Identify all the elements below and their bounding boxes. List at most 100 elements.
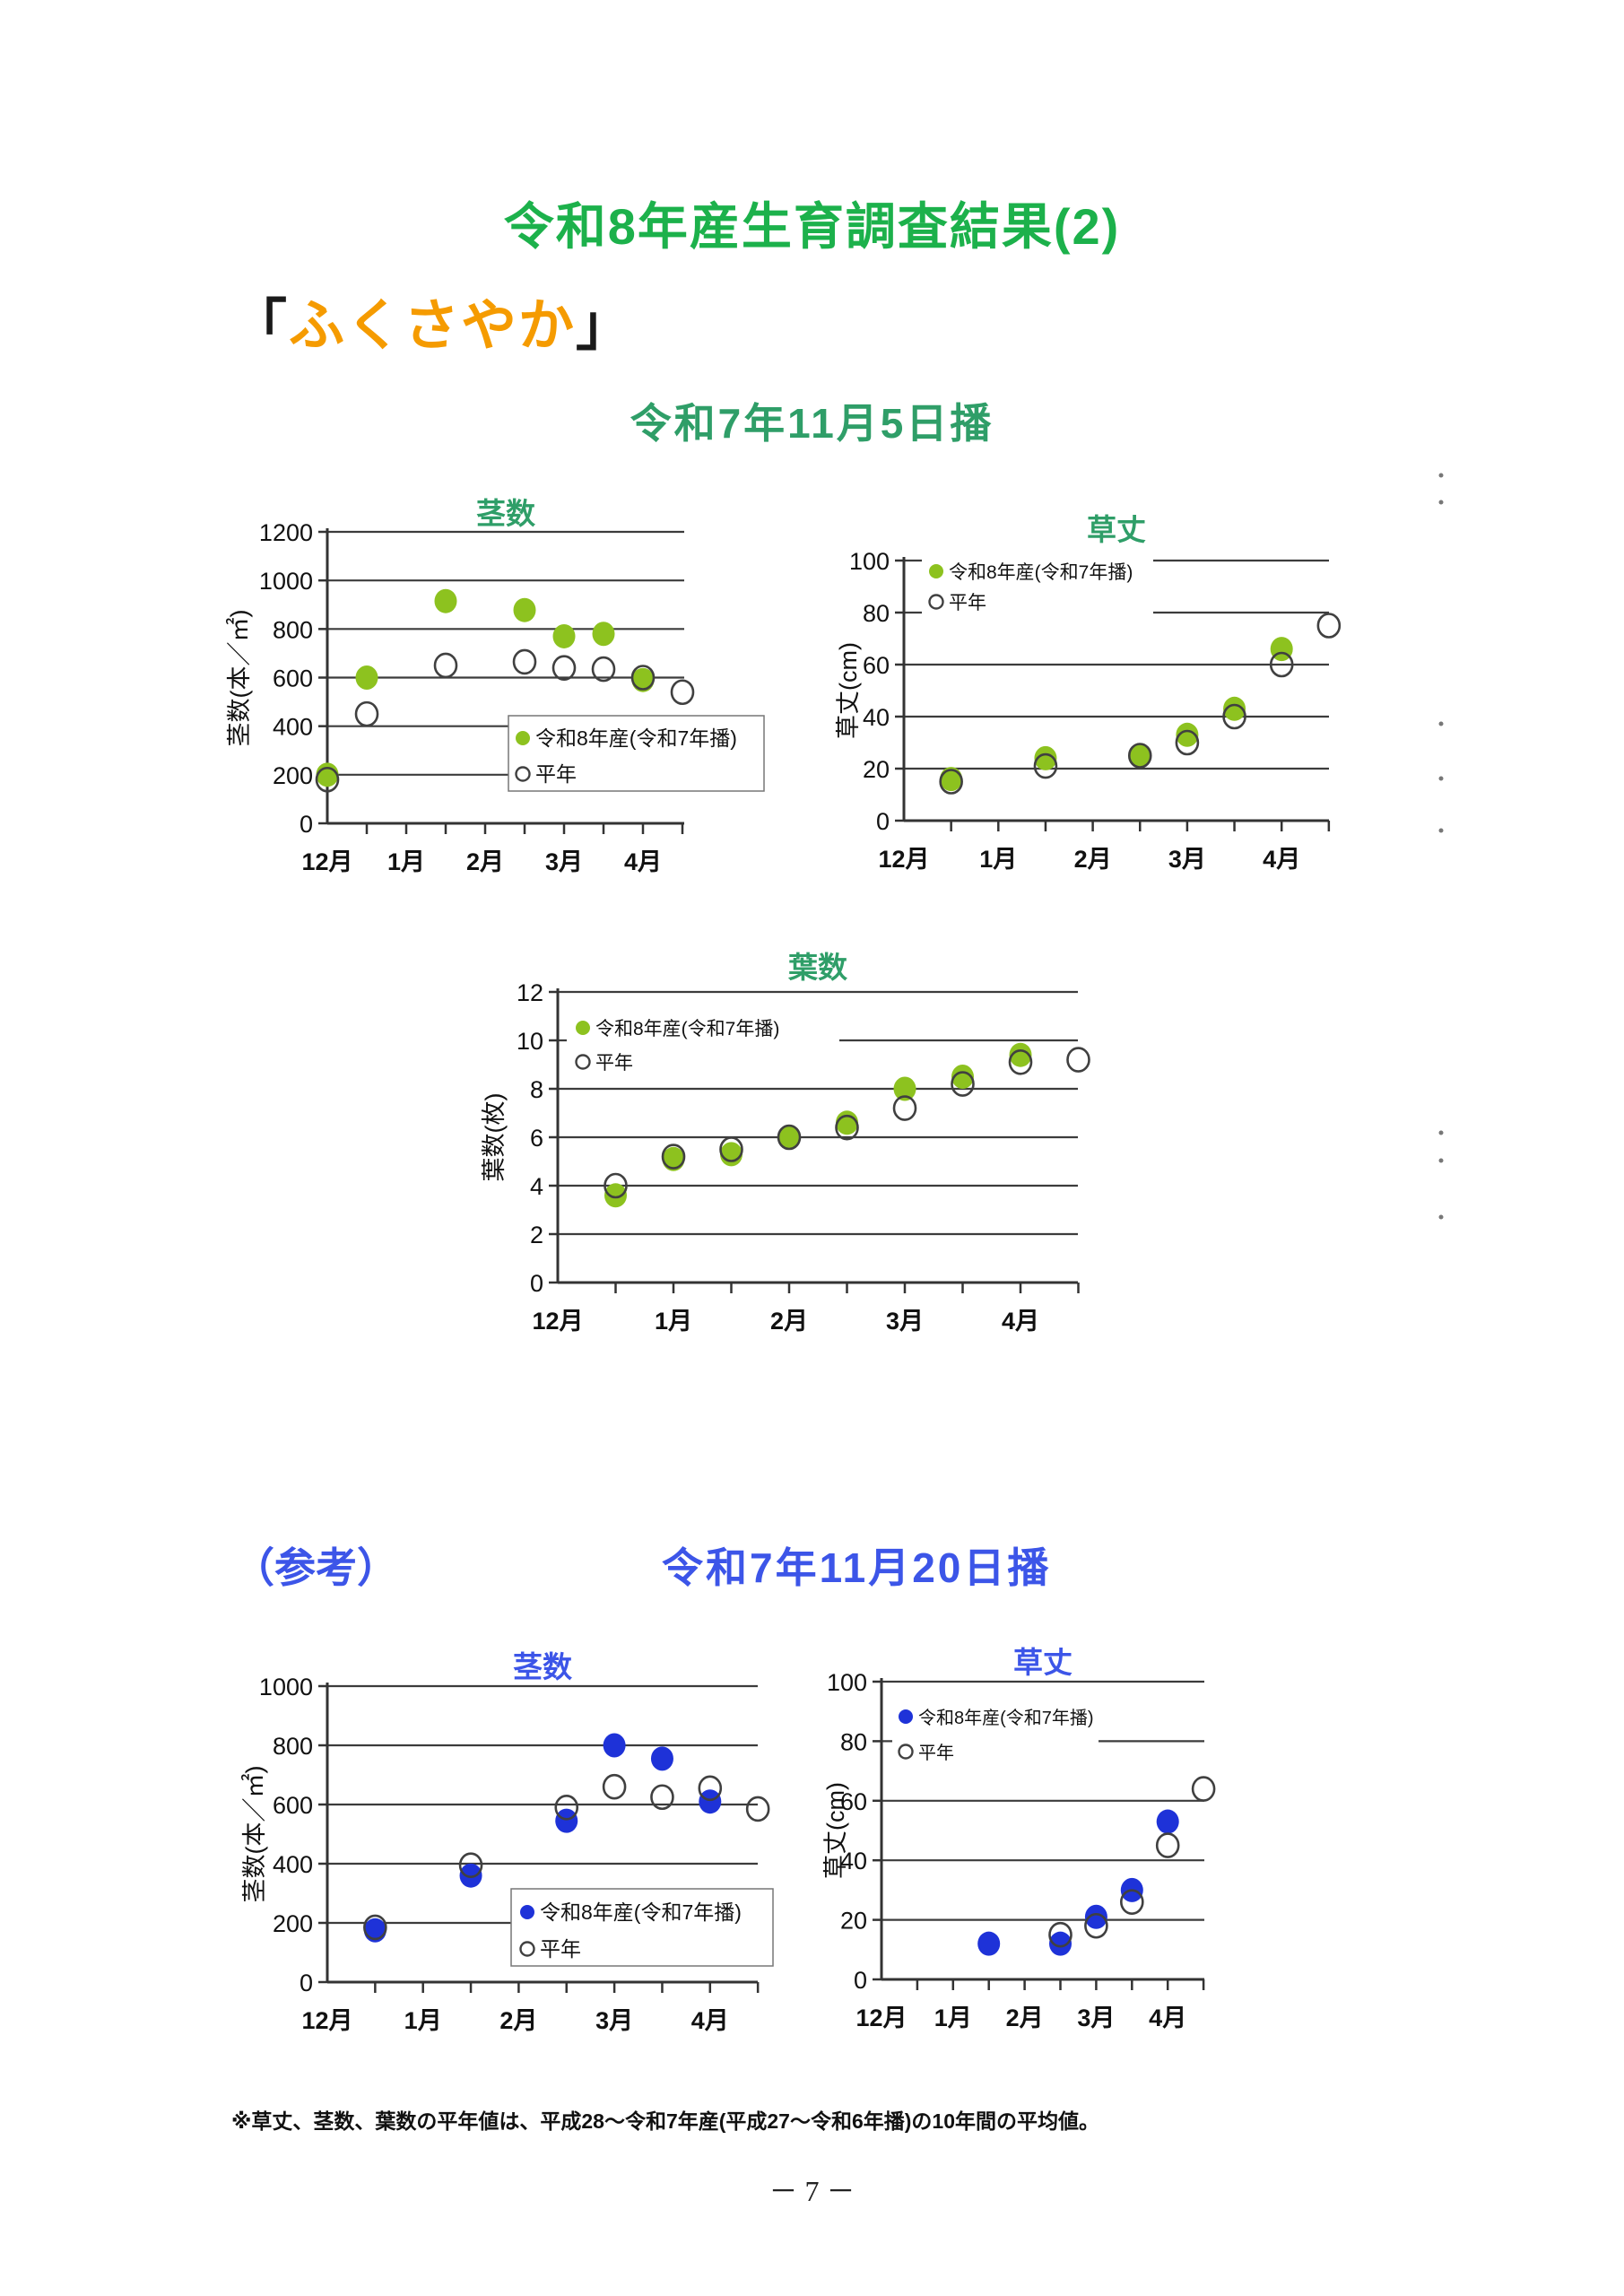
- y-axis-label: 草丈(cm): [835, 642, 862, 739]
- data-point-normal: [1008, 1049, 1033, 1075]
- y-tick-label: 600: [273, 665, 313, 692]
- data-point-normal: [512, 648, 537, 675]
- x-tick-label: 1月: [404, 2007, 442, 2034]
- y-tick-label: 0: [300, 1970, 313, 1996]
- x-tick-label: 1月: [979, 846, 1017, 873]
- data-point-normal: [835, 1114, 859, 1141]
- data-point-current: [1049, 1931, 1072, 1956]
- data-point-normal: [630, 665, 656, 691]
- data-point-normal: [315, 766, 340, 793]
- artifact-dot: [1438, 776, 1444, 781]
- legend-label-current: 令和8年産(令和7年播): [540, 1900, 742, 1924]
- data-point-current: [592, 622, 615, 647]
- data-point-normal: [650, 1784, 674, 1811]
- data-point-normal: [1175, 729, 1200, 756]
- y-tick-label: 10: [517, 1028, 543, 1055]
- x-tick-label: 12月: [532, 1308, 583, 1335]
- data-point-normal: [951, 1071, 975, 1097]
- legend-label-normal: 平年: [918, 1743, 954, 1763]
- data-point-current: [604, 1183, 627, 1208]
- artifact-dot: [1438, 473, 1444, 478]
- data-point-normal: [1033, 752, 1058, 779]
- chart-title: 草丈: [1013, 1646, 1073, 1679]
- sowing-date-heading-nov5: 令和7年11月5日播: [630, 400, 994, 447]
- data-point-current: [1128, 744, 1151, 768]
- data-point-normal: [698, 1775, 723, 1802]
- y-tick-label: 20: [840, 1908, 867, 1935]
- legend-label-current: 令和8年産(令和7年播): [949, 562, 1133, 583]
- y-tick-label: 0: [854, 1967, 867, 1994]
- data-point-current: [603, 1733, 626, 1758]
- data-point-normal: [433, 652, 458, 679]
- legend-label-normal: 平年: [595, 1053, 633, 1074]
- legend-marker-current: [929, 564, 943, 578]
- y-tick-label: 1200: [259, 519, 313, 546]
- data-point-current: [434, 588, 457, 613]
- reference-label: （参考）: [233, 1544, 398, 1591]
- data-point-current: [951, 1065, 974, 1089]
- legend-marker-normal: [898, 1744, 914, 1760]
- y-tick-label: 200: [273, 762, 313, 789]
- x-tick-label: 4月: [1002, 1308, 1039, 1335]
- x-tick-label: 12月: [878, 846, 929, 873]
- data-point-current: [552, 623, 576, 648]
- legend-marker-current: [576, 1021, 590, 1035]
- y-tick-label: 40: [863, 704, 890, 731]
- data-point-current: [355, 665, 378, 690]
- y-axis-label: 葉数(枚): [481, 1093, 508, 1182]
- x-tick-label: 12月: [301, 2007, 352, 2034]
- data-point-current: [555, 1808, 578, 1833]
- x-tick-label: 3月: [1077, 2005, 1115, 2031]
- x-tick-label: 2月: [770, 1308, 808, 1335]
- data-point-current: [836, 1110, 858, 1135]
- variety-close-bracket: 」: [576, 295, 634, 357]
- data-point-normal: [604, 1172, 628, 1199]
- data-point-normal: [1048, 1921, 1073, 1948]
- x-tick-label: 4月: [691, 2007, 729, 2034]
- y-tick-label: 0: [300, 811, 313, 838]
- y-tick-label: 60: [840, 1788, 867, 1815]
- data-point-current: [1034, 745, 1057, 770]
- x-tick-label: 3月: [886, 1308, 924, 1335]
- x-tick-label: 4月: [624, 848, 662, 875]
- y-axis-label: 茎数(本／㎡): [226, 610, 253, 747]
- data-point-current: [513, 597, 536, 622]
- page-number: － 7 －: [769, 2175, 855, 2207]
- y-tick-label: 1000: [259, 1674, 313, 1700]
- data-point-normal: [1155, 1832, 1180, 1858]
- x-tick-label: 1月: [934, 2005, 972, 2031]
- data-point-current: [1084, 1904, 1107, 1929]
- data-point-normal: [745, 1796, 770, 1822]
- y-tick-label: 4: [530, 1173, 543, 1200]
- data-point-normal: [777, 1124, 802, 1151]
- x-tick-label: 12月: [301, 848, 352, 875]
- data-point-current: [631, 667, 655, 692]
- artifact-dot: [1438, 828, 1444, 833]
- variety-heading: 「ふくさやか」: [231, 280, 633, 361]
- x-tick-label: 2月: [499, 2007, 537, 2034]
- data-point-normal: [554, 1795, 579, 1821]
- legend-marker-current: [520, 1905, 534, 1919]
- y-tick-label: 0: [876, 808, 890, 835]
- legend-marker-normal: [519, 1941, 535, 1957]
- x-tick-label: 4月: [1263, 846, 1300, 873]
- legend-label-normal: 平年: [949, 593, 986, 613]
- scan-artifact-dots: [1438, 473, 1444, 1220]
- y-tick-label: 40: [840, 1848, 867, 1874]
- page-title: 令和8年産生育調査結果(2): [503, 198, 1121, 255]
- y-tick-label: 0: [530, 1270, 543, 1297]
- x-tick-label: 1月: [387, 848, 425, 875]
- data-point-current: [316, 762, 339, 787]
- x-tick-label: 2月: [1006, 2005, 1044, 2031]
- y-tick-label: 2: [530, 1222, 543, 1248]
- x-tick-label: 3月: [545, 848, 583, 875]
- legend-box: [922, 551, 1153, 621]
- data-point-normal: [719, 1136, 743, 1162]
- data-point-current: [662, 1146, 685, 1171]
- y-tick-label: 6: [530, 1125, 543, 1152]
